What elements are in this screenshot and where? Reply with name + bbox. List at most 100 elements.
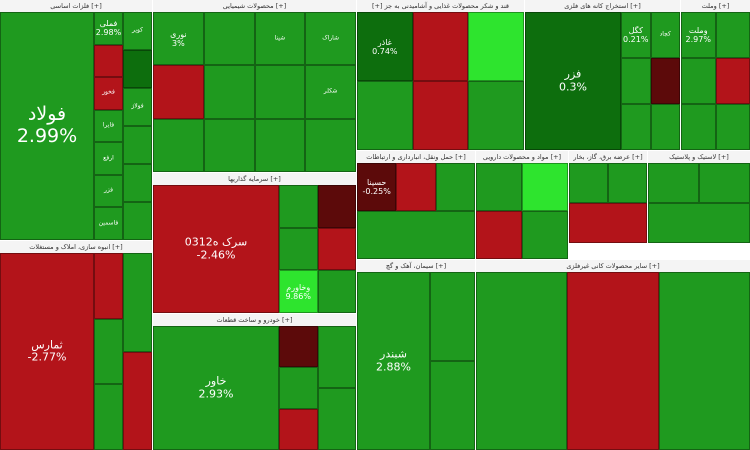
stock-tile[interactable]: کویر	[123, 12, 152, 50]
tile-change: 2.97%	[685, 35, 711, 44]
stock-tile[interactable]	[94, 44, 123, 78]
stock-tile[interactable]	[681, 58, 716, 104]
stock-tile[interactable]	[203, 65, 255, 119]
stock-tile[interactable]	[648, 203, 750, 243]
sector-tiles: نوری 3% شپنا شاراک شکلر	[153, 12, 356, 172]
stock-tile[interactable]	[468, 81, 524, 150]
sector-tiles: غاذر 0.74%	[357, 12, 524, 150]
stock-tile[interactable]	[412, 12, 469, 81]
stock-tile[interactable]	[279, 408, 318, 450]
stock-tile[interactable]	[681, 104, 716, 150]
stock-tile[interactable]	[279, 185, 318, 228]
sector-investments: سرمایه گذاریها [+] سرک ه0312 -2.46% وخاورم 9…	[153, 173, 356, 313]
stock-tile[interactable]: فملی 2.98%	[94, 12, 123, 45]
tile-label: شپنا	[256, 34, 305, 42]
stock-tile[interactable]	[153, 65, 204, 119]
stock-tile[interactable]: فایرا	[94, 109, 123, 143]
stock-tile[interactable]	[569, 163, 608, 203]
stock-tile[interactable]: ارفع	[94, 142, 123, 175]
stock-tile[interactable]: نوری 3%	[153, 12, 204, 66]
stock-tile[interactable]	[203, 118, 255, 172]
stock-tile[interactable]	[357, 81, 413, 150]
stock-tile[interactable]	[305, 118, 356, 172]
stock-tile[interactable]	[699, 163, 750, 203]
stock-tile[interactable]	[279, 367, 318, 409]
stock-tile[interactable]: فزر 0.3%	[525, 12, 621, 150]
stock-tile[interactable]	[715, 58, 750, 104]
stock-tile[interactable]	[430, 361, 475, 450]
sector-metals: فلزات اساسی [+] فولاد 2.99% فملی 2.98% فخوز فا…	[0, 0, 152, 240]
stock-tile[interactable]	[123, 126, 152, 164]
stock-tile[interactable]: غاذر 0.74%	[357, 12, 413, 81]
stock-tile[interactable]: فولاد 2.99%	[0, 12, 94, 240]
stock-tile[interactable]: شاراک	[305, 12, 356, 66]
stock-tile[interactable]	[396, 163, 436, 211]
stock-tile[interactable]	[317, 326, 356, 388]
stock-tile[interactable]	[317, 388, 356, 450]
stock-tile[interactable]	[254, 65, 306, 119]
tile-symbol: ارفع	[103, 154, 114, 162]
stock-tile[interactable]: وخاورم 9.86%	[279, 270, 318, 313]
stock-tile[interactable]: فولاژ	[123, 88, 152, 126]
stock-tile[interactable]	[650, 58, 680, 104]
tile-symbol: فزر	[103, 186, 114, 194]
stock-tile[interactable]: حسینا -0.25%	[357, 163, 397, 211]
stock-tile[interactable]: شپنا	[254, 12, 306, 66]
stock-tile[interactable]	[94, 318, 123, 385]
stock-tile[interactable]	[468, 12, 524, 81]
stock-tile[interactable]	[621, 104, 651, 150]
tile-symbol: کویر	[132, 26, 143, 34]
stock-tile[interactable]	[123, 50, 152, 88]
stock-tile[interactable]	[522, 211, 568, 259]
tile-label: کگل 0.21%	[622, 26, 650, 44]
stock-tile[interactable]	[715, 12, 750, 58]
stock-tile[interactable]	[94, 253, 123, 319]
stock-tile[interactable]	[569, 203, 647, 243]
stock-tile[interactable]	[476, 272, 568, 450]
stock-tile[interactable]	[435, 163, 475, 211]
stock-tile[interactable]: وملت 2.97%	[681, 12, 716, 58]
stock-tile[interactable]	[357, 211, 475, 259]
stock-tile[interactable]	[279, 227, 318, 271]
tile-symbol: فاسمین	[98, 219, 119, 227]
stock-tile[interactable]	[567, 272, 659, 450]
stock-tile[interactable]: شکلر	[305, 65, 356, 119]
stock-tile[interactable]: کچاد	[650, 12, 680, 58]
sector-utilities: عرضه برق، گاز، بخار [+]	[569, 151, 647, 243]
stock-tile[interactable]	[94, 384, 123, 450]
tile-change: 2.99%	[16, 125, 78, 147]
stock-tile[interactable]	[412, 81, 469, 150]
stock-tile[interactable]	[317, 185, 356, 228]
tile-symbol: وملت	[688, 25, 708, 35]
stock-tile[interactable]: فزر	[94, 174, 123, 208]
stock-tile[interactable]	[476, 163, 522, 211]
stock-tile[interactable]	[153, 118, 204, 172]
stock-tile[interactable]: کگل 0.21%	[621, 12, 651, 58]
stock-tile[interactable]	[123, 253, 152, 352]
tile-symbol: وخاورم	[286, 282, 311, 292]
stock-tile[interactable]	[715, 104, 750, 150]
stock-tile[interactable]: ثمارس -2.77%	[0, 253, 94, 450]
stock-tile[interactable]: فاسمین	[94, 207, 123, 240]
stock-tile[interactable]: فخوز	[94, 77, 123, 110]
tile-symbol: فزر	[564, 67, 582, 81]
stock-tile[interactable]	[123, 164, 152, 202]
stock-tile[interactable]	[650, 104, 680, 150]
stock-tile[interactable]	[608, 163, 647, 203]
stock-tile[interactable]: سرک ه0312 -2.46%	[153, 185, 279, 313]
stock-tile[interactable]	[476, 211, 522, 259]
stock-tile[interactable]	[203, 12, 255, 66]
stock-tile[interactable]: شبندر 2.88%	[357, 272, 430, 450]
stock-tile[interactable]	[317, 270, 356, 313]
stock-tile[interactable]	[317, 227, 356, 271]
stock-tile[interactable]	[123, 351, 152, 450]
stock-tile[interactable]	[621, 58, 651, 104]
stock-tile[interactable]	[658, 272, 750, 450]
stock-tile[interactable]: خاور 2.93%	[153, 326, 279, 450]
stock-tile[interactable]	[522, 163, 568, 211]
stock-tile[interactable]	[430, 272, 475, 361]
stock-tile[interactable]	[254, 118, 306, 172]
stock-tile[interactable]	[279, 326, 318, 368]
stock-tile[interactable]	[648, 163, 699, 203]
stock-tile[interactable]	[123, 202, 152, 240]
